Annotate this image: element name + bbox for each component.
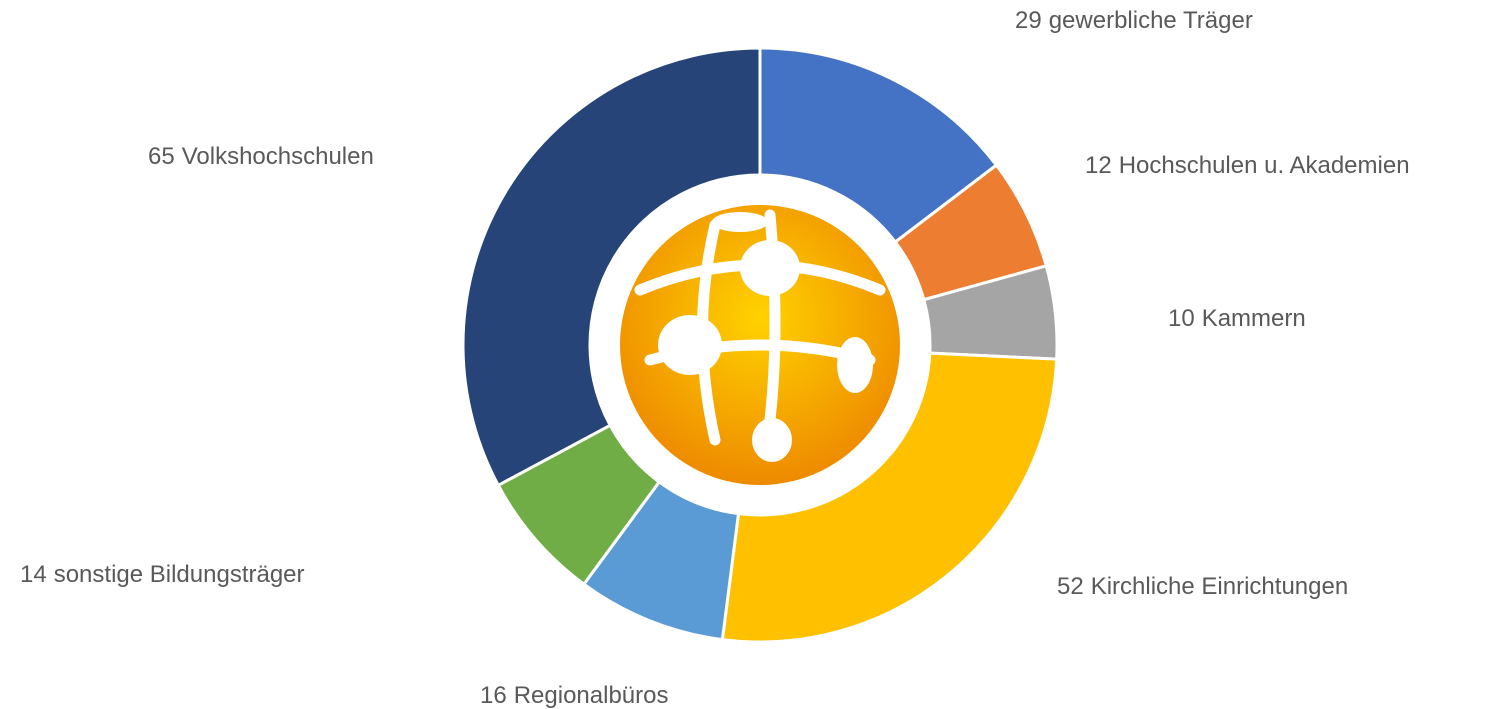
slice (461, 46, 762, 488)
logo (620, 205, 900, 485)
label-value: 29 (1015, 7, 1042, 34)
slice-label: 52 Kirchliche Einrichtungen (1057, 573, 1348, 600)
label-category: sonstige Bildungsträger (54, 561, 305, 588)
label-category: gewerbliche Träger (1049, 7, 1253, 34)
slices (461, 46, 1059, 644)
label-category: Kammern (1202, 305, 1306, 332)
slice-label: 10 Kammern (1168, 305, 1306, 332)
label-value: 10 (1168, 305, 1195, 332)
slice (758, 46, 999, 245)
label-value: 65 (148, 143, 175, 170)
slice (720, 351, 1059, 644)
slice-label: 12 Hochschulen u. Akademien (1085, 152, 1410, 179)
label-category: Kirchliche Einrichtungen (1091, 573, 1348, 600)
label-value: 12 (1085, 152, 1112, 179)
slice-label: 14 sonstige Bildungsträger (20, 561, 305, 588)
label-category: Volkshochschulen (182, 143, 374, 170)
label-category: Hochschulen u. Akademien (1119, 152, 1410, 179)
slice-label: 65 Volkshochschulen (148, 143, 374, 170)
label-value: 52 (1057, 573, 1084, 600)
label-value: 16 (480, 682, 507, 709)
label-category: Regionalbüros (514, 682, 669, 709)
slice-label: 16 Regionalbüros (480, 682, 668, 709)
label-value: 14 (20, 561, 47, 588)
slice-label: 29 gewerbliche Träger (1015, 7, 1253, 34)
